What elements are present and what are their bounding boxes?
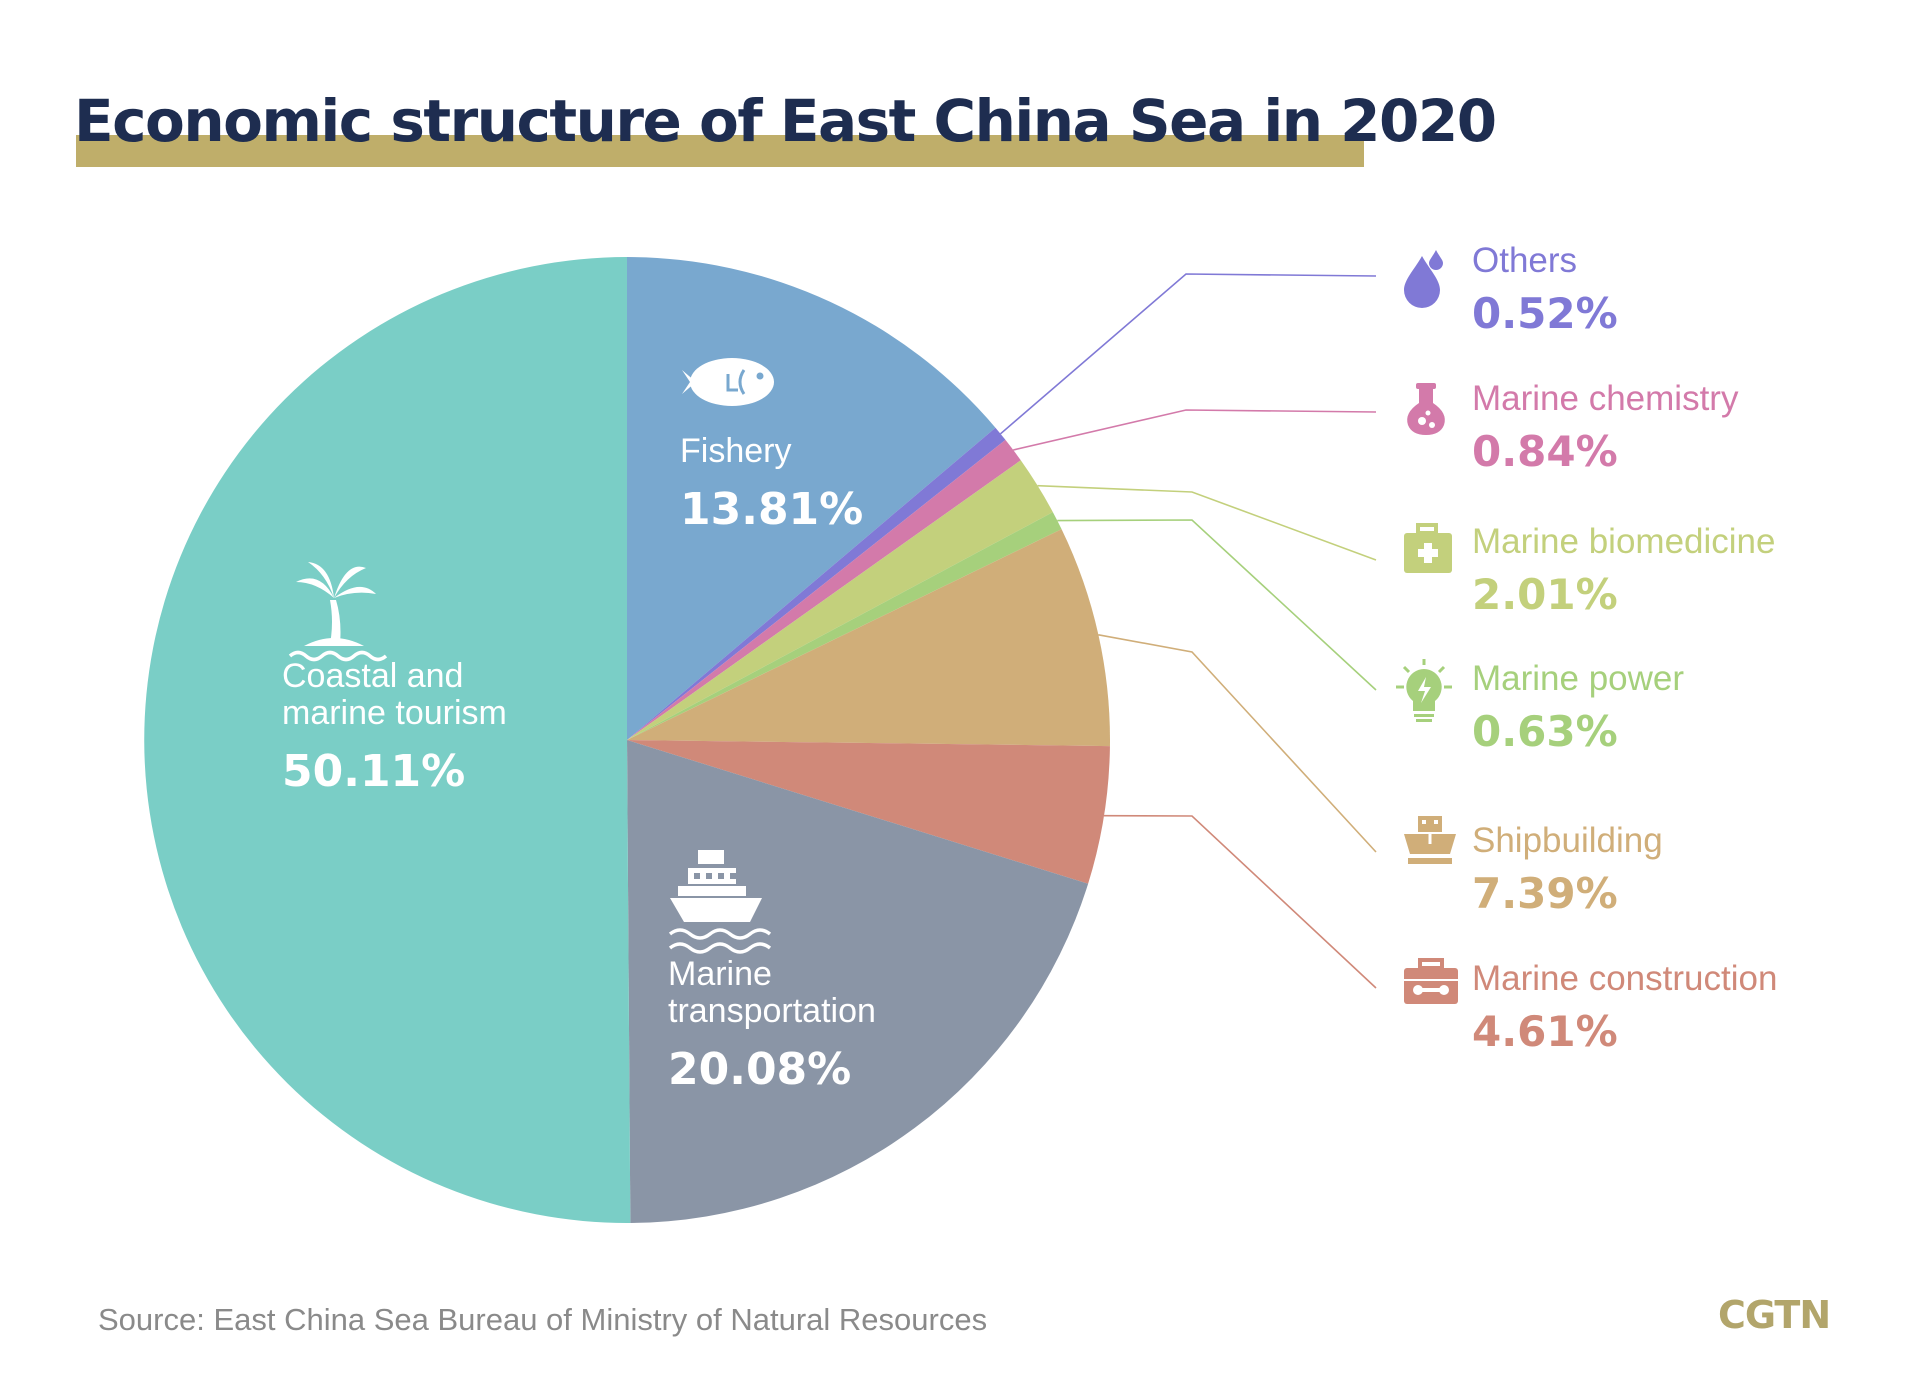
legend-value-marine-power: 0.63% [1472, 707, 1618, 756]
flask-icon [1407, 383, 1445, 435]
legend-value-marine-biomedicine: 2.01% [1472, 570, 1618, 619]
cgtn-logo: CGTN [1718, 1293, 1831, 1337]
legend-item-marine-chemistry: Marine chemistry 0.84% [1013, 379, 1739, 476]
pie-slice-marine-construction [627, 740, 1110, 884]
legend-name-shipbuilding: Shipbuilding [1472, 821, 1663, 860]
slice-name-marine-transportation-line1: Marine [668, 955, 772, 993]
legend-item-shipbuilding: Shipbuilding 7.39% [1098, 634, 1663, 918]
legend-item-others: Others 0.52% [999, 241, 1618, 435]
light-bulb-icon [1396, 659, 1452, 722]
pie-slice-marine-transportation [627, 740, 1089, 1223]
leader-line-marine-chemistry [1013, 409, 1377, 451]
slice-name-fishery: Fishery [680, 432, 791, 470]
source-note: Source: East China Sea Bureau of Ministr… [98, 1302, 988, 1337]
medicine-kit-icon [1404, 523, 1452, 573]
pie-slice-coastal-and-marine-tourism [144, 257, 631, 1223]
ship-hull-icon [1404, 816, 1456, 864]
leader-line-marine-biomedicine [1037, 484, 1377, 561]
pie-slice-shipbuilding [627, 529, 1110, 747]
title-underline-bar [76, 135, 1364, 167]
pie-slice-marine-biomedicine [627, 460, 1053, 740]
legend-value-shipbuilding: 7.39% [1472, 869, 1618, 918]
slice-name-coastal-and-marine-tourism-line1: Coastal and [282, 657, 463, 695]
legend-name-marine-chemistry: Marine chemistry [1472, 379, 1739, 418]
pie-label-fishery: Fishery 13.81% [680, 358, 863, 535]
legend-item-marine-construction: Marine construction 4.61% [1103, 814, 1777, 1056]
leader-line-others [999, 273, 1377, 435]
slice-name-marine-transportation-line2: transportation [668, 992, 876, 1030]
water-drop-icon [1404, 250, 1443, 308]
leader-line-shipbuilding [1098, 634, 1377, 853]
legend-name-marine-power: Marine power [1472, 659, 1684, 698]
legend-item-marine-biomedicine: Marine biomedicine 2.01% [1037, 484, 1775, 619]
legend-value-marine-chemistry: 0.84% [1472, 427, 1618, 476]
fish-icon [682, 358, 774, 406]
cruise-ship-icon [668, 850, 772, 954]
legend-value-marine-construction: 4.61% [1472, 1007, 1618, 1056]
slice-value-fishery: 13.81% [680, 484, 863, 535]
slice-value-coastal-and-marine-tourism: 50.11% [282, 746, 465, 797]
legend-name-marine-biomedicine: Marine biomedicine [1472, 522, 1775, 561]
page-title: Economic structure of East China Sea in … [74, 87, 1497, 155]
palm-island-icon [288, 562, 388, 662]
slice-name-coastal-and-marine-tourism-line2: marine tourism [282, 694, 507, 732]
slice-value-marine-transportation: 20.08% [668, 1044, 851, 1095]
leader-line-marine-power [1057, 519, 1377, 691]
leader-line-marine-construction [1103, 814, 1377, 989]
legend-name-marine-construction: Marine construction [1472, 959, 1777, 998]
legend-item-marine-power: Marine power 0.63% [1057, 519, 1684, 756]
pie-slice-others [627, 427, 1006, 740]
legend-name-others: Others [1472, 241, 1577, 280]
pie-slice-marine-chemistry [627, 439, 1021, 740]
pie-slice-marine-power [627, 512, 1062, 740]
toolbox-icon [1404, 958, 1458, 1004]
legend-value-others: 0.52% [1472, 289, 1618, 338]
